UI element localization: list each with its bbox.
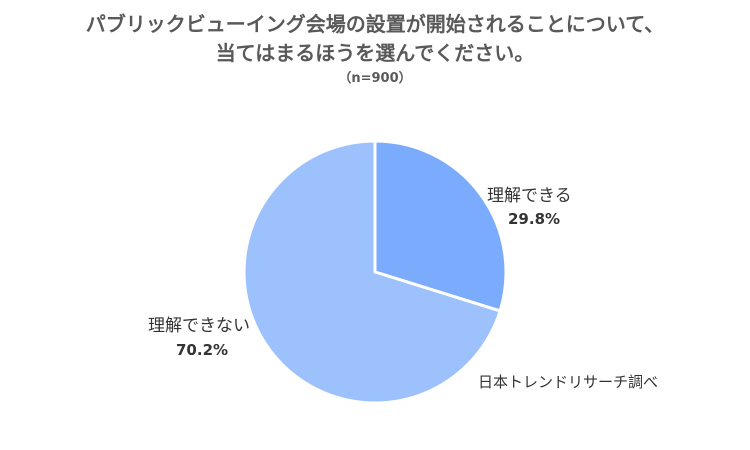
slice-value-rikai-dekinai: 70.2% xyxy=(176,341,228,359)
chart-title-line-1: パブリックビューイング会場の設置が開始されることについて、 xyxy=(85,12,665,36)
pie-slices xyxy=(242,139,508,405)
source-note: 日本トレンドリサーチ調べ xyxy=(478,373,659,391)
slice-label-rikai-dekinai: 理解できない xyxy=(148,316,250,336)
pie-labels: 理解できる 29.8% 理解できない 70.2% xyxy=(148,186,572,359)
slice-value-rikai-dekiru: 29.8% xyxy=(508,210,560,228)
pie-slice-rikai-dekinai xyxy=(242,139,502,405)
slice-label-rikai-dekiru: 理解できる xyxy=(487,186,572,206)
pie-slice-rikai-dekiru xyxy=(373,139,508,313)
chart-subtitle: （n=900） xyxy=(338,71,412,86)
chart-title-line-2: 当てはまるほうを選んでください。 xyxy=(215,41,535,65)
